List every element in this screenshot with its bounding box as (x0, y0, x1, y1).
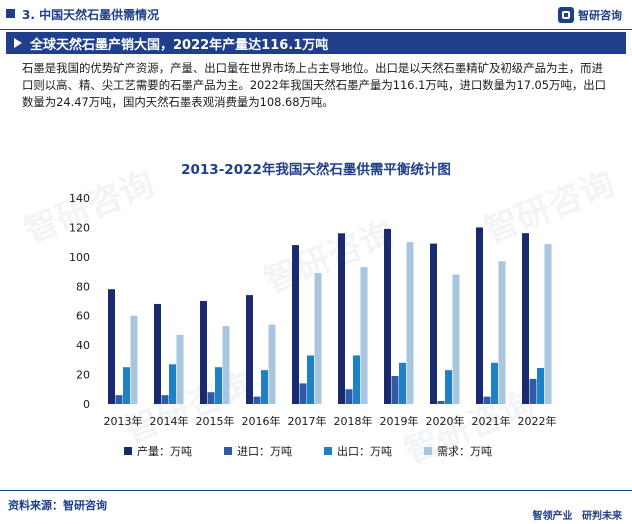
x-tick-label: 2021年 (472, 414, 511, 428)
bar-产量-2014年 (154, 303, 161, 404)
bar-需求-2017年 (314, 273, 322, 404)
bar-进口-2022年 (529, 378, 537, 404)
x-tick-label: 2015年 (196, 414, 235, 428)
bar-进口-2021年 (483, 396, 491, 404)
slogan-left: 智领产业 (532, 511, 573, 522)
bar-进口-2018年 (345, 389, 353, 404)
bar-需求-2018年 (360, 267, 368, 404)
bar-产量-2016年 (246, 295, 253, 404)
bar-出口-2014年 (169, 364, 176, 404)
legend-swatch (224, 447, 232, 455)
legend-label: 需求：万吨 (437, 445, 492, 458)
bar-需求-2020年 (452, 274, 460, 404)
bar-产量-2021年 (476, 227, 483, 404)
headline-banner: 全球天然石墨产销大国，2022年产量达116.1万吨 (6, 32, 626, 54)
legend-label: 进口：万吨 (237, 445, 292, 458)
bar-出口-2022年 (537, 367, 544, 404)
header-divider (0, 29, 632, 30)
bar-出口-2018年 (353, 355, 360, 404)
y-tick-label: 40 (76, 339, 90, 352)
x-tick-label: 2016年 (242, 414, 281, 428)
x-tick-label: 2020年 (426, 414, 465, 428)
y-tick-label: 140 (69, 192, 90, 205)
logo-icon (558, 7, 574, 23)
bar-出口-2019年 (399, 362, 406, 404)
section-title: 3. 中国天然石墨供需情况 (22, 8, 160, 22)
bar-产量-2022年 (522, 233, 529, 404)
y-tick-label: 60 (76, 310, 90, 323)
bar-出口-2017年 (307, 355, 314, 404)
y-tick-label: 20 (76, 369, 90, 382)
section-marker-icon (6, 9, 15, 18)
bar-需求-2021年 (498, 261, 506, 404)
x-tick-label: 2018年 (334, 414, 373, 428)
legend-swatch (324, 447, 332, 455)
headline-text: 全球天然石墨产销大国，2022年产量达116.1万吨 (30, 38, 329, 53)
bar-产量-2013年 (108, 289, 115, 404)
y-tick-label: 0 (83, 398, 90, 411)
y-tick-label: 120 (69, 221, 90, 234)
x-tick-label: 2017年 (288, 414, 327, 428)
x-tick-label: 2022年 (518, 414, 557, 428)
supply-demand-bar-chart: 2013-2022年我国天然石墨供需平衡统计图 0 20 40 60 80 100 120 1… (69, 161, 557, 458)
legend-label: 出口：万吨 (337, 444, 392, 458)
y-tick-label: 80 (76, 280, 90, 293)
bar-需求-2015年 (222, 326, 230, 404)
bar-需求-2013年 (130, 315, 138, 404)
x-tick-label: 2014年 (150, 414, 189, 428)
triangle-icon (14, 38, 22, 48)
bar-进口-2017年 (299, 383, 307, 404)
brand-logo: 智研咨询 (558, 6, 622, 24)
bar-进口-2020年 (437, 401, 445, 404)
bar-进口-2013年 (115, 395, 123, 404)
bar-需求-2014年 (176, 334, 184, 404)
bar-进口-2015年 (207, 392, 215, 404)
logo-text: 智研咨询 (578, 9, 622, 22)
brand-slogan: 智领产业 研判未来 (527, 507, 622, 522)
footer-divider (0, 490, 632, 491)
legend-swatch (424, 447, 432, 455)
bar-出口-2021年 (491, 362, 498, 404)
bar-需求-2016年 (268, 324, 276, 404)
bar-出口-2013年 (123, 367, 130, 404)
slogan-right: 研判未来 (582, 511, 622, 522)
bar-产量-2018年 (338, 233, 345, 404)
x-tick-label: 2019年 (380, 414, 419, 428)
bar-产量-2015年 (200, 301, 207, 404)
bar-出口-2020年 (445, 370, 452, 404)
legend-label: 产量：万吨 (137, 444, 192, 458)
bar-进口-2016年 (253, 396, 261, 404)
bar-进口-2014年 (161, 395, 169, 404)
bar-需求-2019年 (406, 242, 414, 404)
summary-paragraph: 石墨是我国的优势矿产资源，产量、出口量在世界市场上占主导地位。出口是以天然石墨精… (22, 61, 607, 109)
chart-title: 2013-2022年我国天然石墨供需平衡统计图 (181, 161, 451, 178)
bar-出口-2015年 (215, 367, 222, 404)
legend-swatch (124, 447, 132, 455)
bar-产量-2020年 (430, 243, 437, 404)
bar-产量-2019年 (384, 228, 391, 404)
bar-进口-2019年 (391, 376, 399, 404)
x-tick-label: 2013年 (104, 414, 143, 428)
section-header: 3. 中国天然石墨供需情况 智研咨询 (0, 0, 632, 30)
bar-出口-2016年 (261, 370, 268, 404)
source-note: 资料来源：智研咨询 (8, 499, 107, 512)
bar-产量-2017年 (292, 245, 299, 404)
y-tick-label: 100 (69, 251, 90, 264)
bar-需求-2022年 (544, 244, 552, 404)
